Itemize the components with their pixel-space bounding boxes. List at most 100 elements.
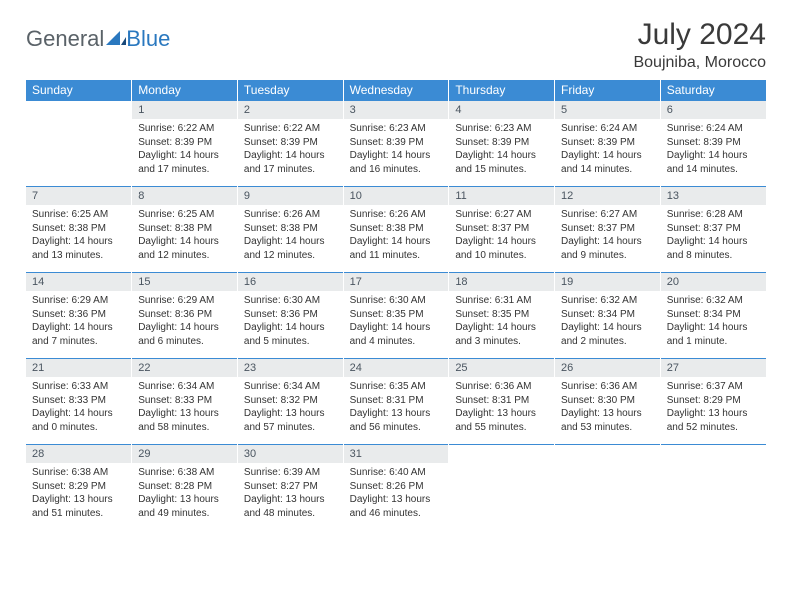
day-info — [660, 463, 766, 530]
sunrise-text: Sunrise: 6:32 AM — [667, 294, 760, 308]
sunrise-text: Sunrise: 6:24 AM — [561, 122, 654, 136]
daylight-text: Daylight: 14 hours and 12 minutes. — [138, 235, 231, 262]
daylight-text: Daylight: 14 hours and 5 minutes. — [244, 321, 337, 348]
day-number: 17 — [343, 273, 449, 292]
day-info — [555, 463, 661, 530]
sunrise-text: Sunrise: 6:22 AM — [244, 122, 337, 136]
sunrise-text: Sunrise: 6:33 AM — [32, 380, 125, 394]
day-info: Sunrise: 6:23 AMSunset: 8:39 PMDaylight:… — [449, 119, 555, 187]
sunrise-text: Sunrise: 6:37 AM — [667, 380, 760, 394]
daylight-text: Daylight: 13 hours and 57 minutes. — [244, 407, 337, 434]
sunset-text: Sunset: 8:38 PM — [350, 222, 443, 236]
sunrise-text: Sunrise: 6:27 AM — [561, 208, 654, 222]
dow-friday: Friday — [555, 80, 661, 101]
day-info-row: Sunrise: 6:25 AMSunset: 8:38 PMDaylight:… — [26, 205, 766, 273]
day-number: 24 — [343, 359, 449, 378]
day-info: Sunrise: 6:28 AMSunset: 8:37 PMDaylight:… — [660, 205, 766, 273]
sunset-text: Sunset: 8:35 PM — [350, 308, 443, 322]
day-number: 26 — [555, 359, 661, 378]
day-info-row: Sunrise: 6:29 AMSunset: 8:36 PMDaylight:… — [26, 291, 766, 359]
sunrise-text: Sunrise: 6:34 AM — [244, 380, 337, 394]
title-block: July 2024 Boujniba, Morocco — [633, 18, 766, 72]
daylight-text: Daylight: 14 hours and 16 minutes. — [350, 149, 443, 176]
daylight-text: Daylight: 13 hours and 49 minutes. — [138, 493, 231, 520]
daylight-text: Daylight: 14 hours and 1 minute. — [667, 321, 760, 348]
daylight-text: Daylight: 13 hours and 56 minutes. — [350, 407, 443, 434]
day-number-row: 14151617181920 — [26, 273, 766, 292]
daylight-text: Daylight: 14 hours and 11 minutes. — [350, 235, 443, 262]
day-number: 22 — [132, 359, 238, 378]
day-info: Sunrise: 6:22 AMSunset: 8:39 PMDaylight:… — [237, 119, 343, 187]
sunset-text: Sunset: 8:36 PM — [138, 308, 231, 322]
sunrise-text: Sunrise: 6:23 AM — [455, 122, 548, 136]
day-number: 31 — [343, 445, 449, 464]
day-info: Sunrise: 6:27 AMSunset: 8:37 PMDaylight:… — [555, 205, 661, 273]
sunset-text: Sunset: 8:26 PM — [350, 480, 443, 494]
day-info: Sunrise: 6:34 AMSunset: 8:33 PMDaylight:… — [132, 377, 238, 445]
day-info: Sunrise: 6:25 AMSunset: 8:38 PMDaylight:… — [132, 205, 238, 273]
daylight-text: Daylight: 13 hours and 46 minutes. — [350, 493, 443, 520]
sunset-text: Sunset: 8:34 PM — [667, 308, 760, 322]
sunset-text: Sunset: 8:38 PM — [32, 222, 125, 236]
daylight-text: Daylight: 14 hours and 9 minutes. — [561, 235, 654, 262]
sunset-text: Sunset: 8:39 PM — [138, 136, 231, 150]
day-info — [26, 119, 132, 187]
day-number — [660, 445, 766, 464]
daylight-text: Daylight: 14 hours and 10 minutes. — [455, 235, 548, 262]
day-number: 4 — [449, 101, 555, 120]
sunset-text: Sunset: 8:37 PM — [667, 222, 760, 236]
dow-tuesday: Tuesday — [237, 80, 343, 101]
sunset-text: Sunset: 8:33 PM — [32, 394, 125, 408]
day-number — [26, 101, 132, 120]
day-number: 5 — [555, 101, 661, 120]
daylight-text: Daylight: 14 hours and 7 minutes. — [32, 321, 125, 348]
day-number: 1 — [132, 101, 238, 120]
day-number: 12 — [555, 187, 661, 206]
day-number: 15 — [132, 273, 238, 292]
dow-saturday: Saturday — [660, 80, 766, 101]
day-number: 29 — [132, 445, 238, 464]
sunset-text: Sunset: 8:37 PM — [561, 222, 654, 236]
sunset-text: Sunset: 8:37 PM — [455, 222, 548, 236]
day-info: Sunrise: 6:32 AMSunset: 8:34 PMDaylight:… — [555, 291, 661, 359]
day-number: 30 — [237, 445, 343, 464]
day-number — [555, 445, 661, 464]
sunrise-text: Sunrise: 6:24 AM — [667, 122, 760, 136]
sunrise-text: Sunrise: 6:29 AM — [32, 294, 125, 308]
day-number: 19 — [555, 273, 661, 292]
day-info: Sunrise: 6:26 AMSunset: 8:38 PMDaylight:… — [237, 205, 343, 273]
daylight-text: Daylight: 14 hours and 13 minutes. — [32, 235, 125, 262]
sunset-text: Sunset: 8:31 PM — [350, 394, 443, 408]
daylight-text: Daylight: 13 hours and 48 minutes. — [244, 493, 337, 520]
day-info: Sunrise: 6:32 AMSunset: 8:34 PMDaylight:… — [660, 291, 766, 359]
sunset-text: Sunset: 8:35 PM — [455, 308, 548, 322]
day-info: Sunrise: 6:37 AMSunset: 8:29 PMDaylight:… — [660, 377, 766, 445]
sunset-text: Sunset: 8:36 PM — [244, 308, 337, 322]
month-title: July 2024 — [633, 18, 766, 52]
daylight-text: Daylight: 13 hours and 52 minutes. — [667, 407, 760, 434]
day-info: Sunrise: 6:30 AMSunset: 8:35 PMDaylight:… — [343, 291, 449, 359]
day-info: Sunrise: 6:38 AMSunset: 8:29 PMDaylight:… — [26, 463, 132, 530]
day-number: 10 — [343, 187, 449, 206]
daylight-text: Daylight: 14 hours and 14 minutes. — [561, 149, 654, 176]
daylight-text: Daylight: 14 hours and 6 minutes. — [138, 321, 231, 348]
sunset-text: Sunset: 8:30 PM — [561, 394, 654, 408]
day-info: Sunrise: 6:24 AMSunset: 8:39 PMDaylight:… — [660, 119, 766, 187]
day-number: 23 — [237, 359, 343, 378]
page-header: General Blue July 2024 Boujniba, Morocco — [26, 18, 766, 72]
daylight-text: Daylight: 14 hours and 8 minutes. — [667, 235, 760, 262]
day-info: Sunrise: 6:29 AMSunset: 8:36 PMDaylight:… — [132, 291, 238, 359]
sunrise-text: Sunrise: 6:23 AM — [350, 122, 443, 136]
sunset-text: Sunset: 8:36 PM — [32, 308, 125, 322]
dow-monday: Monday — [132, 80, 238, 101]
daylight-text: Daylight: 14 hours and 0 minutes. — [32, 407, 125, 434]
daylight-text: Daylight: 14 hours and 14 minutes. — [667, 149, 760, 176]
day-info: Sunrise: 6:22 AMSunset: 8:39 PMDaylight:… — [132, 119, 238, 187]
day-number: 2 — [237, 101, 343, 120]
calendar-page: General Blue July 2024 Boujniba, Morocco… — [0, 0, 792, 612]
sunset-text: Sunset: 8:39 PM — [561, 136, 654, 150]
sunset-text: Sunset: 8:38 PM — [244, 222, 337, 236]
sunset-text: Sunset: 8:31 PM — [455, 394, 548, 408]
sunrise-text: Sunrise: 6:30 AM — [350, 294, 443, 308]
calendar-table: Sunday Monday Tuesday Wednesday Thursday… — [26, 80, 766, 530]
